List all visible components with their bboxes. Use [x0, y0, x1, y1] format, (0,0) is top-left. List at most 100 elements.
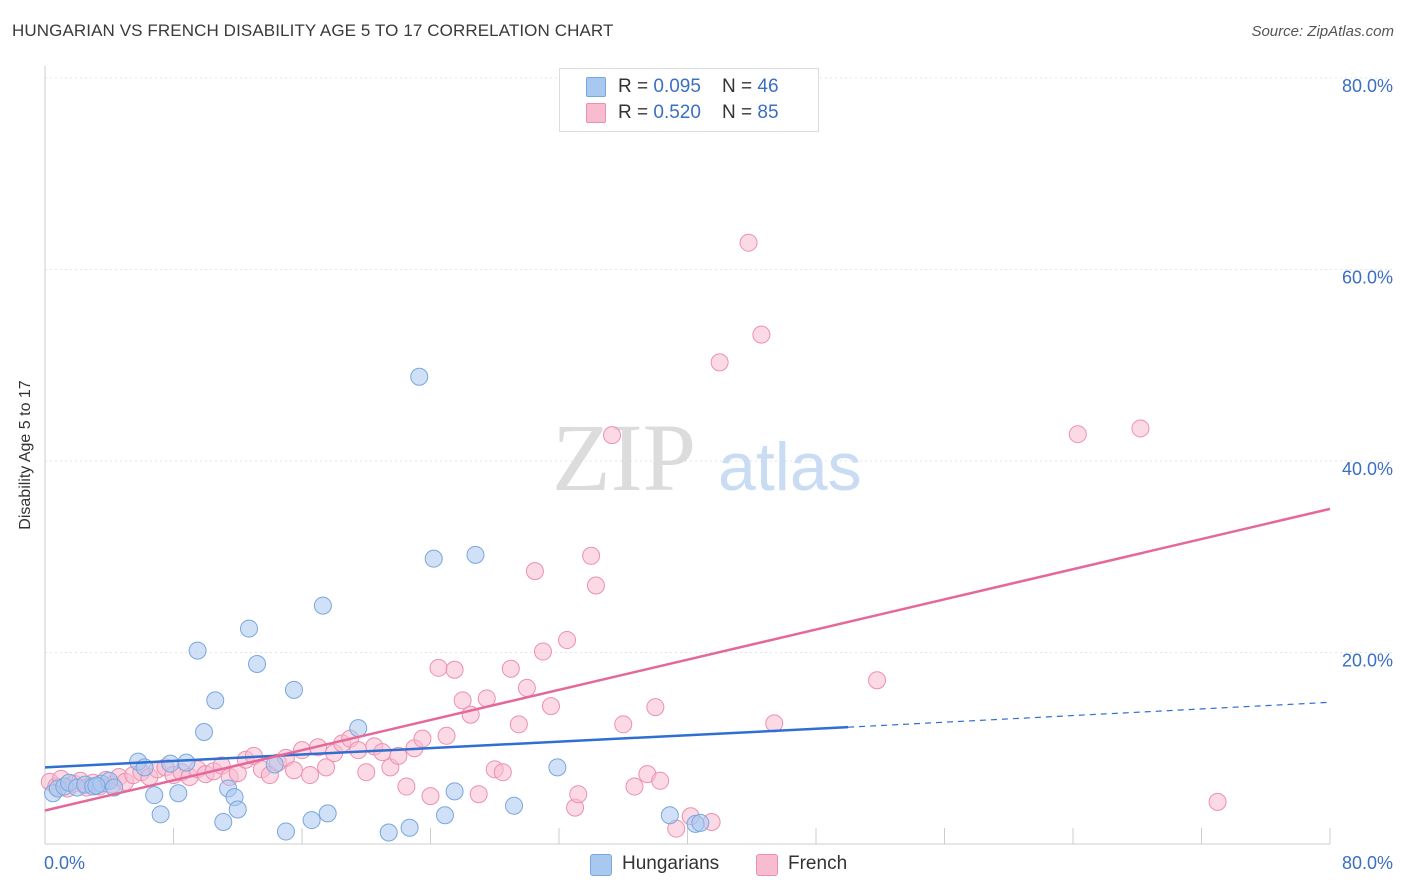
- r-label: R =: [618, 102, 654, 123]
- french-point: [469, 785, 488, 804]
- hungarian-point: [349, 719, 368, 738]
- x-tick-label: 80.0%: [1342, 853, 1393, 873]
- y-tick-label: 60.0%: [1342, 268, 1393, 288]
- french-point: [739, 233, 758, 252]
- hungarians-legend-swatch: [590, 854, 612, 876]
- watermark: ZIP atlas: [552, 404, 862, 511]
- french-point: [533, 642, 552, 661]
- french-point: [445, 660, 464, 679]
- n-label: N =: [722, 102, 758, 123]
- french-trend-line: [44, 507, 1331, 812]
- axes: [44, 66, 1331, 845]
- hungarian-point: [248, 654, 267, 673]
- french-point: [373, 743, 392, 762]
- hungarian-point: [195, 722, 214, 741]
- hungarian-point: [505, 796, 524, 815]
- r-label: R =: [618, 76, 654, 97]
- hungarian-point: [87, 776, 106, 795]
- french-point: [389, 746, 408, 765]
- french-point: [284, 761, 303, 780]
- hungarian-point: [206, 691, 225, 710]
- hungarian-point: [228, 800, 247, 819]
- french-swatch: [586, 103, 606, 123]
- y-tick-label: 40.0%: [1342, 459, 1393, 479]
- french-point: [646, 698, 665, 717]
- french-point: [586, 576, 605, 595]
- french-point: [541, 697, 560, 716]
- hungarian-point: [177, 753, 196, 772]
- french-legend-swatch: [756, 854, 778, 876]
- french-point: [437, 726, 456, 745]
- french-point: [625, 777, 644, 796]
- french-point: [517, 678, 536, 697]
- hungarian-point: [435, 806, 454, 825]
- hungarian-point: [214, 812, 233, 831]
- watermark-zip: ZIP: [552, 404, 696, 511]
- french-point: [1208, 792, 1227, 811]
- hungarian-point: [188, 641, 207, 660]
- hungarian-point: [169, 784, 188, 803]
- stats-legend: R = 0.095 N = 46 R = 0.520 N = 85: [559, 68, 819, 132]
- french-point: [501, 659, 520, 678]
- hungarian-point: [379, 823, 398, 842]
- french-point: [582, 546, 601, 565]
- french-point: [569, 785, 588, 804]
- french-point: [558, 631, 577, 650]
- hungarian-points: [44, 367, 710, 842]
- hungarian-point: [445, 782, 464, 801]
- hungarian-point: [318, 804, 337, 823]
- hungarian-point: [548, 758, 567, 777]
- french-point: [317, 758, 336, 777]
- french-point: [397, 777, 416, 796]
- hungarian-point: [660, 806, 679, 825]
- chart-title: HUNGARIAN VS FRENCH DISABILITY AGE 5 TO …: [12, 21, 614, 40]
- hungarian-point: [410, 367, 429, 386]
- hungarian-point: [424, 549, 443, 568]
- french-point: [493, 763, 512, 782]
- hungarian-point: [691, 813, 710, 832]
- hungarian-point: [284, 680, 303, 699]
- french-point: [614, 715, 633, 734]
- hungarians-trend-extension: [848, 701, 1331, 728]
- hungarian-point: [302, 811, 321, 830]
- hungarian-point: [151, 805, 170, 824]
- french-point: [1068, 425, 1087, 444]
- legend-label: Hungarians: [622, 853, 720, 874]
- french-point: [429, 658, 448, 677]
- french-point: [752, 325, 771, 344]
- trend-lines: [44, 507, 1331, 812]
- x-tick-label: 0.0%: [44, 853, 85, 873]
- hungarian-point: [276, 822, 295, 841]
- legend-label: French: [788, 853, 848, 874]
- hungarian-point: [400, 818, 419, 837]
- french-points: [40, 233, 1227, 838]
- hungarian-point: [105, 778, 124, 797]
- r-value: 0.520: [653, 102, 701, 123]
- hungarian-point: [239, 619, 258, 638]
- french-point: [603, 426, 622, 445]
- hungarian-point: [145, 786, 164, 805]
- source-label: Source: ZipAtlas.com: [1251, 23, 1394, 40]
- n-value: 46: [757, 76, 779, 97]
- watermark-atlas: atlas: [718, 429, 862, 505]
- y-tick-label: 80.0%: [1342, 76, 1393, 96]
- hungarian-point: [313, 596, 332, 615]
- french-point: [710, 353, 729, 372]
- french-point: [765, 714, 784, 733]
- tick-labels: 20.0% 40.0% 60.0% 80.0% 0.0% 80.0%: [44, 76, 1393, 873]
- hungarians-swatch: [586, 77, 606, 97]
- hungarian-point: [161, 754, 180, 773]
- n-label: N =: [722, 76, 758, 97]
- french-point: [357, 763, 376, 782]
- series-legend: Hungarians French: [0, 852, 1406, 878]
- french-point: [651, 771, 670, 790]
- french-point: [868, 671, 887, 690]
- french-point: [421, 787, 440, 806]
- y-tick-label: 20.0%: [1342, 651, 1393, 671]
- french-point: [413, 729, 432, 748]
- french-point: [525, 562, 544, 581]
- r-value: 0.095: [653, 76, 701, 97]
- french-point: [349, 741, 368, 760]
- hungarian-point: [466, 545, 485, 564]
